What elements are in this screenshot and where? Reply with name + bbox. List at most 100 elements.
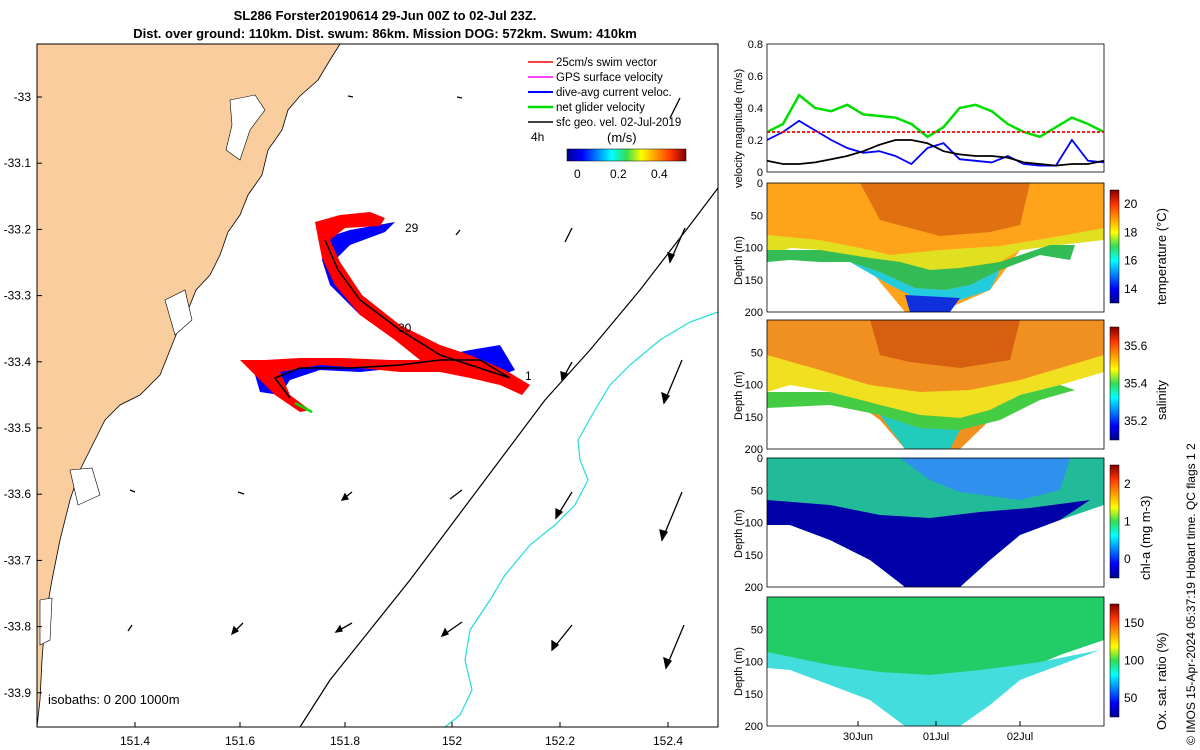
track-label-29: 29 [405, 221, 419, 235]
colorbar-tick-label: 2 [1124, 477, 1131, 491]
depth-tick-label: 50 [751, 210, 763, 222]
isobaths-label: isobaths: 0 200 1000m [48, 692, 180, 707]
velocity-ylabel: velocity magnitude (m/s) [733, 69, 745, 188]
lon-tick-label: 152 [442, 734, 462, 748]
depth-tick-label: 100 [745, 380, 763, 392]
colorbar-tick-label: 18 [1124, 225, 1138, 239]
map-legend: 25cm/s swim vector GPS surface velocity … [528, 57, 687, 181]
oxygen-panel: 50 100 150 200 50 100 150 30Jun 01Jul 02Jul Dep… [733, 596, 1169, 743]
depth-tick-label: 0 [757, 178, 763, 190]
lon-tick-label: 152.2 [545, 734, 575, 748]
colorbar-tick-label: 35.4 [1124, 377, 1148, 391]
legend-net-velocity: net glider velocity [556, 102, 645, 114]
depth-tick-label: 150 [745, 275, 763, 287]
chlorophyll-colorbar [1109, 464, 1120, 579]
title-line-1: SL286 Forster20190614 29-Jun 00Z to 02-J… [233, 8, 537, 23]
salinity-colorbar-ticks: 35.2 35.4 35.6 [1124, 339, 1148, 428]
velocity-series-line-2 [766, 139, 1105, 167]
lat-tick-label: -33.8 [4, 620, 32, 634]
temperature-colorbar [1109, 189, 1120, 304]
salinity-y-ticks: 50 100 150 200 [745, 347, 763, 456]
track-label-1: 1 [525, 369, 532, 383]
colorbar-tick-label: 35.2 [1124, 414, 1148, 428]
chlorophyll-colorbar-ticks: 0 1 2 [1124, 477, 1131, 566]
map-plot: 29 30 1 [36, 43, 719, 728]
lon-tick-label: 152.4 [653, 734, 683, 748]
colorbar-tick-label: 1 [1124, 515, 1131, 529]
velocity-y-tick: 0.8 [748, 39, 763, 51]
lat-tick-label: -33.4 [4, 355, 32, 369]
depth-tick-label: 200 [745, 721, 763, 733]
depth-tick-label: 100 [745, 657, 763, 669]
salinity-ylabel: Depth (m) [733, 371, 745, 420]
colorbar-tick-label: 20 [1124, 197, 1138, 211]
depth-tick-label: 150 [745, 550, 763, 562]
chlorophyll-ylabel: Depth (m) [733, 509, 745, 558]
lon-tick-label: 151.6 [225, 734, 255, 748]
oxygen-colorbar [1109, 603, 1120, 718]
oxygen-colorbar-ticks: 50 100 150 [1124, 616, 1144, 705]
oxygen-x-ticks: 30Jun 01Jul 02Jul [843, 721, 1033, 743]
temperature-panel: 0 50 100 150 200 14 16 18 20 Depth (m) temperat… [733, 178, 1169, 319]
lat-tick-label: -33.7 [4, 553, 32, 567]
depth-tick-label: 50 [751, 485, 763, 497]
glider-track [240, 212, 530, 414]
velocity-series [766, 93, 1105, 167]
salinity-panel: 50 100 150 200 35.2 35.4 35.6 Depth (m) salin… [733, 319, 1169, 456]
legend-dive-avg: dive-avg current veloc. [556, 87, 672, 99]
depth-tick-label: 50 [751, 347, 763, 359]
isobath-200m [299, 187, 719, 728]
depth-tick-label: 100 [745, 243, 763, 255]
legend-scale-label: 4h [531, 130, 544, 144]
temperature-y-ticks: 0 50 100 150 200 [745, 178, 763, 319]
x-tick-label: 30Jun [843, 731, 873, 743]
velocity-y-tick: 0.6 [748, 71, 763, 83]
depth-tick-label: 200 [745, 582, 763, 594]
depth-tick-label: 200 [745, 307, 763, 319]
imos-side-label: © IMOS 15-Apr-2024 05:37:19 Hobart time.… [1184, 443, 1198, 745]
colorbar-tick-label: 35.6 [1124, 339, 1148, 353]
legend-colorbar-label: (m/s) [607, 130, 637, 145]
velocity-y-tick: 0.2 [748, 135, 763, 147]
depth-tick-label: 0 [757, 453, 763, 465]
colorbar-tick-label: 150 [1124, 616, 1144, 630]
track-label-30: 30 [398, 321, 412, 335]
velocity-y-tick: 0.4 [748, 103, 763, 115]
lon-tick-label: 151.8 [330, 734, 360, 748]
x-tick-label: 02Jul [1007, 731, 1033, 743]
oxygen-ylabel: Depth (m) [733, 647, 745, 696]
colorbar-tick-label: 100 [1124, 654, 1144, 668]
chlorophyll-panel: 0 50 100 150 200 0 1 2 Depth (m) chl-a (mg m-3… [733, 453, 1153, 594]
colorbar-tick-label: 14 [1124, 282, 1138, 296]
legend-swim-vector: 25cm/s swim vector [556, 57, 657, 69]
legend-colorbar [566, 148, 687, 162]
lat-tick-label: -33.3 [4, 289, 32, 303]
legend-colorbar-tick-0: 0 [574, 167, 581, 181]
title-line-2: Dist. over ground: 110km. Dist. swum: 86… [133, 26, 637, 41]
oxygen-colorbar-label: Ox. sat. ratio (%) [1154, 632, 1169, 730]
chlorophyll-y-ticks: 0 50 100 150 200 [745, 453, 763, 594]
lat-tick-label: -33.1 [4, 156, 32, 170]
depth-tick-label: 100 [745, 518, 763, 530]
lat-tick-label: -33.6 [4, 487, 32, 501]
map-lat-ticks: -33 -33.1 -33.2 -33.3 -33.4 -33.5 -33.6 -33.7 -3… [4, 90, 42, 700]
velocity-y-ticks: 0 0.2 0.4 0.6 0.8 [748, 39, 763, 179]
velocity-panel: 0 0.2 0.4 0.6 0.8 velocity magnitude (m/s) [733, 39, 1105, 188]
oxygen-y-ticks: 50 100 150 200 [745, 624, 763, 733]
colorbar-tick-label: 16 [1124, 254, 1138, 268]
depth-tick-label: 150 [745, 412, 763, 424]
legend-colorbar-tick-1: 0.2 [610, 167, 627, 181]
depth-tick-label: 200 [745, 444, 763, 456]
colorbar-tick-label: 0 [1124, 552, 1131, 566]
lat-tick-label: -33.2 [4, 222, 32, 236]
velocity-y-tick: 0 [757, 167, 763, 179]
salinity-colorbar [1109, 326, 1120, 441]
lat-tick-label: -33.9 [4, 686, 32, 700]
salinity-colorbar-label: salinity [1154, 380, 1169, 420]
lat-tick-label: -33 [14, 90, 32, 104]
x-tick-label: 01Jul [923, 731, 949, 743]
sfc-velocity-arrows [127, 95, 686, 670]
chlorophyll-colorbar-label: chl-a (mg m-3) [1138, 495, 1153, 580]
lon-tick-label: 151.4 [120, 734, 150, 748]
